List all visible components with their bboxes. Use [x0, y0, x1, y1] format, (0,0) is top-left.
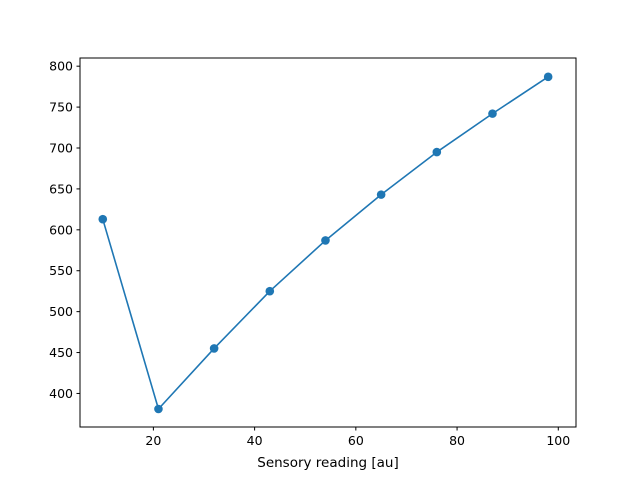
y-tick-label: 500 — [49, 304, 73, 319]
y-tick-label: 600 — [49, 222, 73, 237]
data-point — [543, 72, 553, 82]
data-point — [488, 109, 497, 118]
data-point — [321, 236, 330, 245]
y-axis: 400 450 500 550 600 650 700 750 800 — [49, 59, 80, 401]
y-tick-label: 450 — [49, 345, 73, 360]
x-tick-label: 20 — [145, 433, 161, 448]
y-tick-label: 650 — [49, 181, 73, 196]
data-point — [432, 147, 442, 157]
data-point — [98, 214, 108, 224]
x-axis: 20 40 60 80 100 — [145, 427, 570, 448]
data-point — [265, 286, 275, 296]
plot-frame — [79, 57, 577, 428]
y-tick-label: 400 — [49, 386, 73, 401]
data-point — [209, 344, 219, 353]
y-tick-label: 800 — [49, 59, 73, 74]
data-point — [376, 190, 386, 199]
y-tick-label: 700 — [49, 141, 73, 156]
x-tick-label: 80 — [449, 433, 465, 448]
x-tick-label: 100 — [546, 433, 570, 448]
y-tick-label: 750 — [49, 100, 73, 115]
series-layer — [98, 72, 553, 414]
x-axis-label: Sensory reading [au] — [257, 455, 399, 471]
y-tick-label: 550 — [49, 263, 73, 278]
x-tick-label: 40 — [247, 433, 263, 448]
data-point — [154, 404, 163, 414]
x-tick-label: 60 — [348, 433, 364, 448]
